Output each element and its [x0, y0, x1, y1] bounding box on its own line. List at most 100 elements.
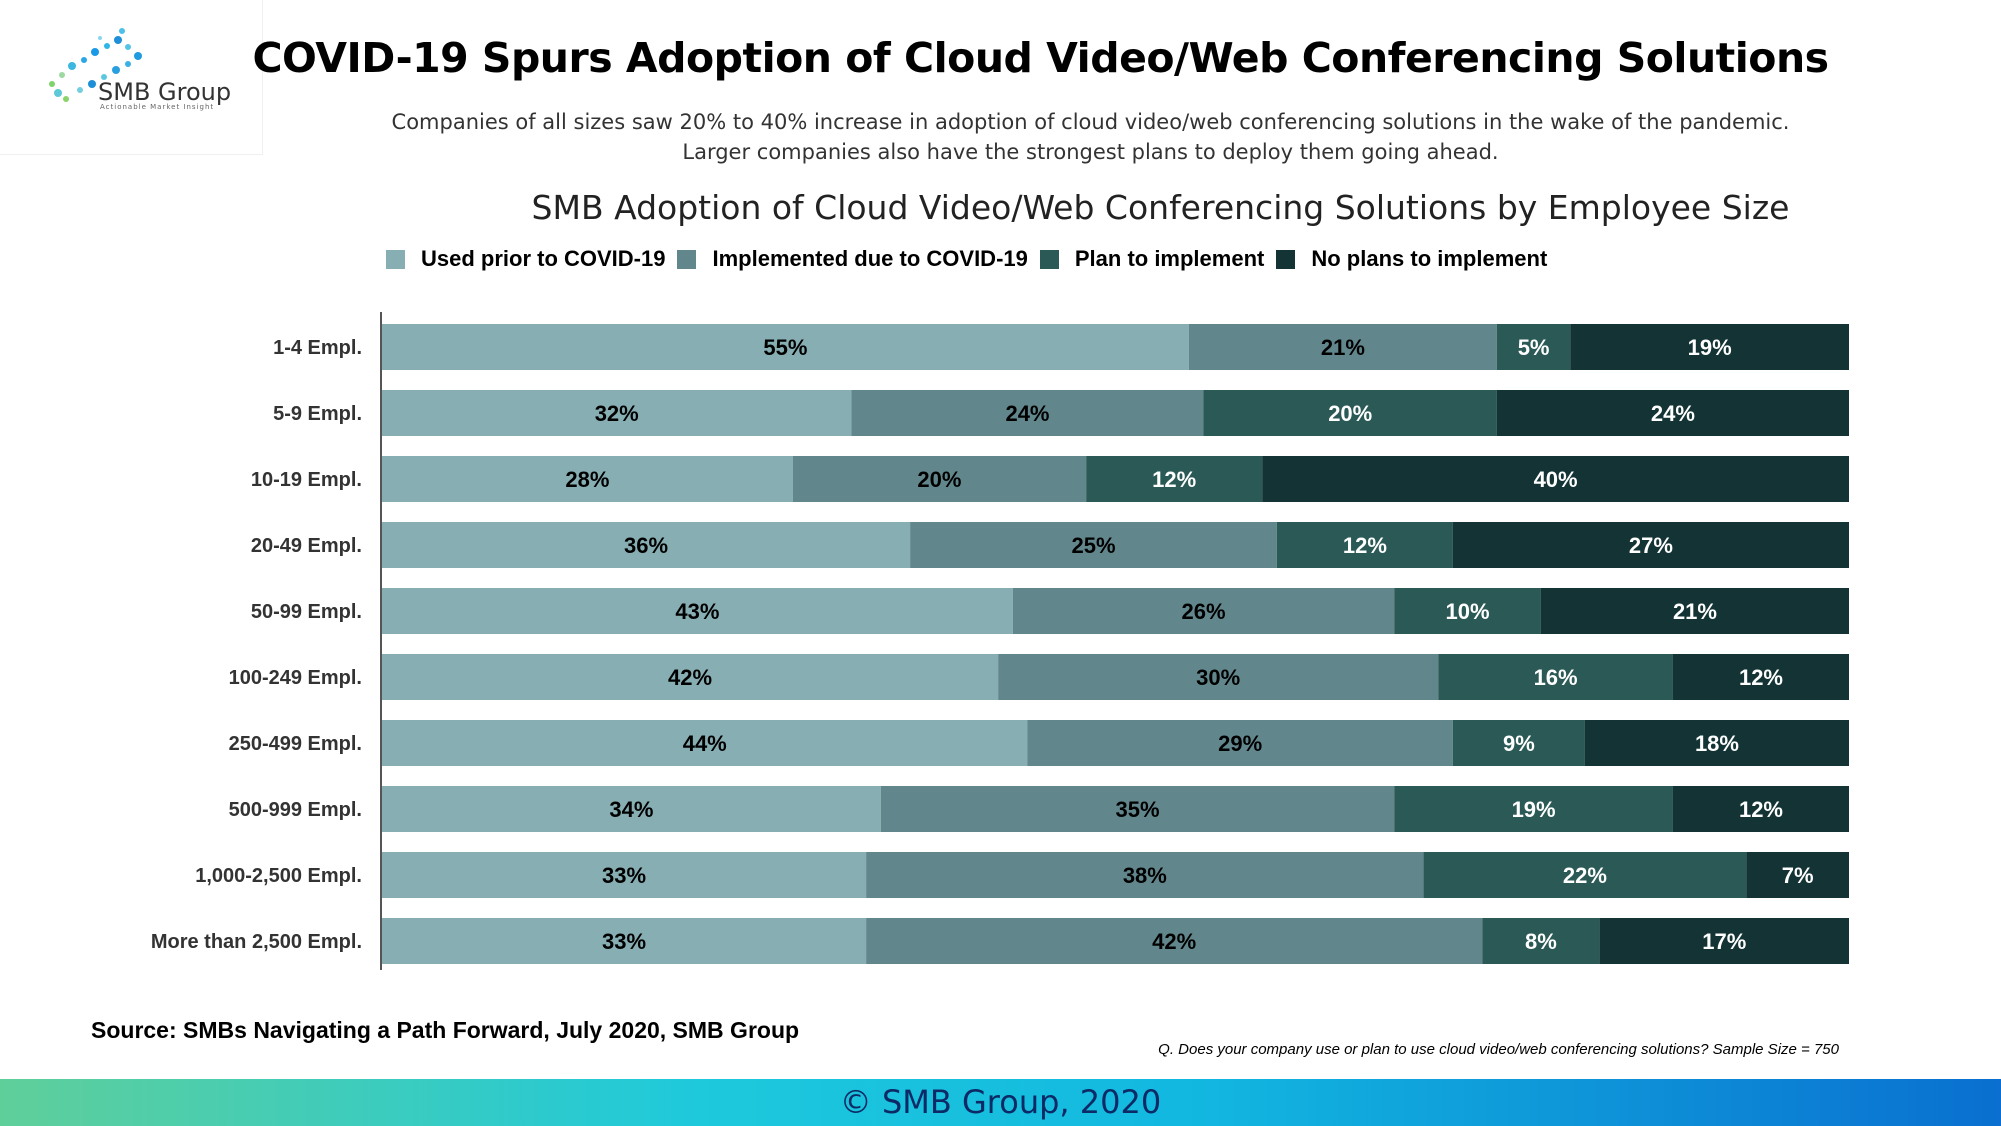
bar-segment [1570, 324, 1849, 370]
bar-segment [382, 720, 1028, 766]
category-label: 500-999 Empl. [229, 799, 362, 821]
data-label: 19% [1688, 335, 1732, 360]
bar-segment [1423, 852, 1747, 898]
legend-swatch-no-plans [1276, 249, 1296, 269]
category-label: 1-4 Empl. [273, 337, 362, 359]
data-label: 38% [1123, 863, 1167, 888]
data-label: 8% [1525, 929, 1557, 954]
bar-segment [880, 786, 1395, 832]
bar-segment [1394, 786, 1673, 832]
bar-segment [1746, 852, 1849, 898]
bar-segment [866, 852, 1424, 898]
data-label: 35% [1115, 797, 1159, 822]
data-label: 17% [1702, 929, 1746, 954]
data-label: 26% [1181, 599, 1225, 624]
bar-segment [1012, 588, 1395, 634]
bar-segment [382, 456, 793, 502]
chart-title: SMB Adoption of Cloud Video/Web Conferen… [531, 188, 1790, 227]
legend-item-used-prior: Used prior to COVID-19 [386, 246, 665, 272]
bar-segment [1452, 522, 1849, 568]
data-label: 9% [1503, 731, 1535, 756]
data-label: 22% [1563, 863, 1607, 888]
data-label: 25% [1071, 533, 1115, 558]
bar-segment [382, 324, 1189, 370]
bar-segment [1276, 522, 1453, 568]
legend-label-implemented: Implemented due to COVID-19 [712, 246, 1028, 271]
bar-segment [1027, 720, 1453, 766]
chart-legend: Used prior to COVID-19 Implemented due t… [386, 246, 1559, 272]
data-label: 21% [1673, 599, 1717, 624]
subtitle-line-1: Companies of all sizes saw 20% to 40% in… [391, 110, 1790, 134]
legend-item-plan: Plan to implement [1039, 246, 1265, 272]
bar-segment [1262, 456, 1849, 502]
bar-segment [1496, 390, 1849, 436]
data-label: 30% [1196, 665, 1240, 690]
bar-segment [1452, 720, 1585, 766]
data-label: 20% [1328, 401, 1372, 426]
bar-segment [1496, 324, 1571, 370]
bar-segment [1482, 918, 1600, 964]
data-label: 33% [602, 929, 646, 954]
source-note: Source: SMBs Navigating a Path Forward, … [91, 1017, 800, 1043]
data-label: 16% [1534, 665, 1578, 690]
category-label: 5-9 Empl. [273, 403, 362, 425]
data-label: 20% [917, 467, 961, 492]
data-label: 10% [1446, 599, 1490, 624]
logo-text: SMB Group [98, 78, 232, 106]
bar-segment [1672, 786, 1849, 832]
footer-bar: © SMB Group, 2020 [0, 1079, 2001, 1126]
category-label: More than 2,500 Empl. [151, 931, 362, 953]
data-label: 42% [668, 665, 712, 690]
data-label: 21% [1321, 335, 1365, 360]
category-label: 1,000-2,500 Empl. [195, 865, 362, 887]
data-label: 32% [595, 401, 639, 426]
logo-dots-icon [49, 28, 142, 102]
legend-label-plan: Plan to implement [1074, 246, 1265, 271]
stacked-bar-chart: 1-4 Empl. 55% 21% 5% 19% 5-9 Empl. 32% 24% 20% 24… [151, 312, 1849, 970]
data-label: 27% [1629, 533, 1673, 558]
data-label: 29% [1218, 731, 1262, 756]
logo: SMB Group Actionable Market Insight [0, 0, 263, 155]
data-label: 34% [609, 797, 653, 822]
data-label: 36% [624, 533, 668, 558]
bar-segment [1394, 588, 1541, 634]
bar-segment [866, 918, 1483, 964]
legend-item-no-plans: No plans to implement [1276, 246, 1547, 272]
data-label: 55% [763, 335, 807, 360]
data-label: 43% [675, 599, 719, 624]
bar-segment [1188, 324, 1497, 370]
legend-swatch-plan [1039, 249, 1059, 269]
data-label: 24% [1651, 401, 1695, 426]
data-label: 12% [1343, 533, 1387, 558]
data-label: 12% [1152, 467, 1196, 492]
bar-segment [792, 456, 1087, 502]
data-label: 12% [1739, 797, 1783, 822]
data-label: 18% [1695, 731, 1739, 756]
data-label: 7% [1782, 863, 1814, 888]
legend-label-no-plans: No plans to implement [1311, 246, 1548, 271]
data-label: 33% [602, 863, 646, 888]
bar-segment [1599, 918, 1849, 964]
data-label: 5% [1518, 335, 1550, 360]
bar-segment [382, 852, 867, 898]
category-label: 20-49 Empl. [251, 535, 362, 557]
bar-segment [910, 522, 1277, 568]
data-label: 12% [1739, 665, 1783, 690]
logo-tagline: Actionable Market Insight [100, 103, 215, 111]
copyright-text: © SMB Group, 2020 [839, 1083, 1162, 1121]
bar-segment [382, 654, 999, 700]
subtitle-line-2: Larger companies also have the strongest… [682, 140, 1499, 164]
bar-segment [1438, 654, 1673, 700]
legend-item-implemented: Implemented due to COVID-19 [677, 246, 1028, 272]
data-label: 40% [1534, 467, 1578, 492]
bar-segment [382, 390, 852, 436]
category-label: 100-249 Empl. [229, 667, 362, 689]
bar-segment [1203, 390, 1497, 436]
bar-segment [382, 588, 1013, 634]
page-title: COVID-19 Spurs Adoption of Cloud Video/W… [252, 34, 1829, 82]
category-label: 50-99 Empl. [251, 601, 362, 623]
data-label: 24% [1005, 401, 1049, 426]
bar-segment [998, 654, 1439, 700]
data-label: 19% [1512, 797, 1556, 822]
category-label: 10-19 Empl. [251, 469, 362, 491]
